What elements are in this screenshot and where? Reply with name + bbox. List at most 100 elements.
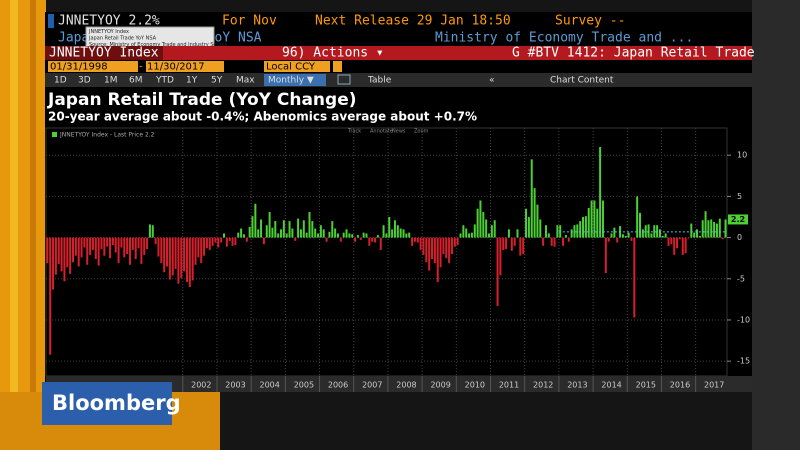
- bar: [66, 237, 69, 268]
- bar: [550, 237, 553, 246]
- source: Ministry of Economy Trade and ...: [435, 31, 693, 46]
- bar: [436, 237, 439, 283]
- tooltip-line: Source: Ministry of Economy Trade and In…: [89, 42, 228, 48]
- plot-area: [45, 127, 728, 377]
- bar: [485, 219, 488, 238]
- bar: [696, 229, 699, 238]
- bar: [479, 200, 482, 238]
- bar: [339, 237, 342, 242]
- bar: [724, 219, 727, 238]
- table-button[interactable]: Table: [367, 76, 392, 86]
- bar: [670, 237, 673, 245]
- period-button[interactable]: 1D: [54, 76, 67, 86]
- bar: [590, 200, 593, 238]
- bar: [470, 232, 473, 238]
- frequency-box[interactable]: [264, 74, 326, 86]
- date-input[interactable]: [146, 61, 224, 72]
- x-tick-label: 2005: [294, 381, 314, 390]
- bar: [128, 237, 131, 265]
- bar: [607, 237, 610, 242]
- bar: [63, 237, 66, 282]
- bar: [228, 237, 231, 241]
- chart-tool[interactable]: Annotate: [370, 129, 393, 135]
- bar: [354, 237, 357, 242]
- currency-input[interactable]: [264, 61, 330, 72]
- bar: [644, 225, 647, 238]
- bar: [166, 237, 169, 267]
- collapse-button[interactable]: «: [489, 76, 495, 86]
- bar: [160, 237, 163, 264]
- chart-icon[interactable]: [337, 74, 351, 85]
- bar: [97, 237, 100, 266]
- bar: [411, 237, 414, 246]
- bar: [131, 237, 134, 250]
- bar: [163, 237, 166, 273]
- y-tick-label: -5: [737, 274, 745, 283]
- bar: [291, 228, 294, 238]
- bar: [54, 237, 57, 275]
- security: JNNETYOY Index: [49, 46, 159, 61]
- bar: [257, 229, 260, 238]
- chart-tool[interactable]: News: [392, 129, 406, 135]
- bar: [693, 232, 696, 238]
- date-separator: -: [139, 62, 143, 73]
- bar: [234, 237, 237, 245]
- bar: [71, 237, 74, 263]
- bar: [146, 237, 149, 250]
- chart-title: Japan Retail Trade (YoY Change): [47, 90, 357, 110]
- backdrop-side: [752, 0, 800, 450]
- period-button[interactable]: YTD: [155, 76, 174, 86]
- bar: [718, 218, 721, 238]
- bar: [205, 237, 208, 249]
- x-tick-label: 2003: [225, 381, 245, 390]
- bar: [459, 233, 462, 238]
- bar: [111, 237, 114, 245]
- chart-content-button[interactable]: Chart Content: [550, 76, 614, 86]
- last-price-label: 2.2: [731, 215, 745, 224]
- dropdown-arrow[interactable]: [333, 61, 342, 72]
- x-tick-label: 2013: [567, 381, 587, 390]
- bar: [117, 237, 120, 264]
- bar: [704, 211, 707, 238]
- bar: [527, 216, 530, 238]
- bar: [505, 237, 508, 250]
- bar: [610, 233, 613, 238]
- bar: [322, 229, 325, 238]
- actions-button[interactable]: 96) Actions ▾: [282, 46, 384, 61]
- bar: [636, 196, 639, 238]
- bar: [388, 216, 391, 238]
- bar: [639, 212, 642, 238]
- bar: [308, 212, 311, 238]
- bar: [690, 223, 693, 238]
- x-tick-label: 2010: [465, 381, 485, 390]
- bar: [203, 237, 206, 256]
- period-button[interactable]: 1Y: [186, 76, 198, 86]
- bar: [83, 237, 86, 248]
- bar: [106, 237, 109, 247]
- x-tick-label: 2014: [601, 381, 621, 390]
- bar: [570, 229, 573, 238]
- bar: [254, 203, 257, 238]
- bar: [294, 237, 297, 241]
- bar: [336, 233, 339, 238]
- x-tick-label: 2004: [259, 381, 279, 390]
- period-button[interactable]: Max: [236, 76, 255, 86]
- bar: [473, 224, 476, 238]
- bar: [713, 221, 716, 238]
- period-button[interactable]: 6M: [129, 76, 143, 86]
- bar: [94, 237, 97, 260]
- bar: [91, 237, 94, 250]
- period-button[interactable]: 1M: [104, 76, 118, 86]
- period-button[interactable]: 5Y: [211, 76, 223, 86]
- bar: [197, 237, 200, 258]
- bar: [143, 237, 146, 255]
- bar: [57, 237, 60, 264]
- bar: [525, 208, 528, 238]
- date-input[interactable]: [48, 61, 138, 72]
- bar: [89, 237, 92, 255]
- bar: [342, 232, 345, 238]
- bar: [698, 235, 701, 238]
- chart-tool[interactable]: Zoom: [414, 129, 429, 135]
- y-tick-label: 5: [737, 192, 742, 201]
- period-button[interactable]: 3D: [78, 76, 91, 86]
